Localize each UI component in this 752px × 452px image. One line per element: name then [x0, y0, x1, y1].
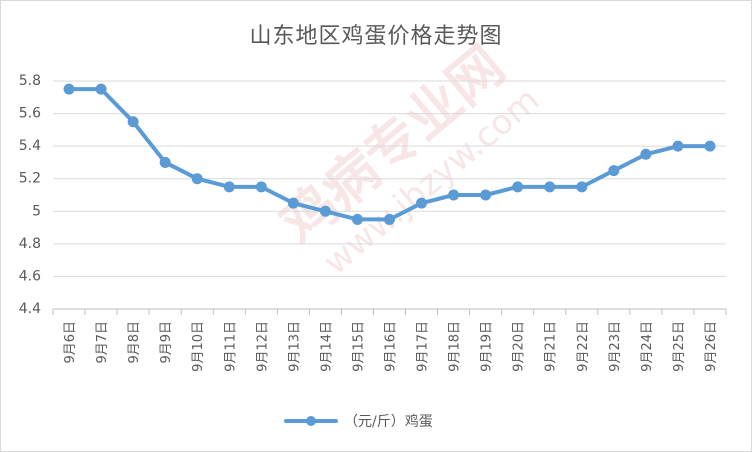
data-point	[255, 181, 267, 193]
y-tick-label: 5.2	[19, 171, 41, 187]
data-point	[287, 197, 299, 209]
data-point	[191, 173, 203, 185]
y-tick-label: 5	[32, 203, 41, 219]
x-tick-label: 9月6日	[63, 321, 78, 364]
x-tick-label: 9月24日	[640, 321, 655, 372]
x-tick-label: 9月8日	[127, 321, 142, 364]
x-tick-label: 9月13日	[287, 321, 302, 372]
legend-label: （元/斤）鸡蛋	[344, 413, 433, 430]
x-tick-label: 9月12日	[255, 321, 270, 372]
x-tick-label: 9月9日	[159, 321, 174, 364]
x-tick-label: 9月15日	[351, 321, 366, 372]
x-tick-label: 9月14日	[319, 321, 334, 372]
data-point	[480, 189, 492, 201]
legend-marker	[306, 416, 316, 426]
x-tick-label: 9月23日	[608, 321, 623, 372]
data-point	[544, 181, 556, 193]
x-tick-label: 9月21日	[544, 321, 559, 372]
y-tick-label: 4.6	[19, 268, 41, 284]
y-tick-label: 5.8	[19, 73, 41, 89]
x-tick-label: 9月20日	[512, 321, 527, 372]
x-tick-label: 9月19日	[480, 321, 495, 372]
data-point	[416, 197, 428, 209]
data-point	[127, 116, 139, 128]
watermark: 鸡病专业网 www.jbzyw.com	[269, 34, 547, 283]
x-tick-label: 9月18日	[448, 321, 463, 372]
data-point	[448, 189, 460, 201]
data-point	[512, 181, 524, 193]
legend: （元/斤）鸡蛋	[284, 413, 433, 430]
gridlines	[53, 80, 726, 277]
y-tick-label: 5.6	[19, 106, 41, 122]
data-point	[95, 83, 107, 95]
x-tick-label: 9月26日	[704, 321, 719, 372]
data-point	[608, 165, 620, 177]
y-tick-label: 4.8	[19, 236, 41, 252]
x-axis-labels: 9月6日 9月7日 9月8日 9月9日 9月10日 9月11日 9月12日 9月13日 9月14…	[63, 321, 719, 372]
x-tick-label: 9月11日	[223, 321, 238, 372]
x-tick-label: 9月10日	[191, 321, 206, 372]
x-axis	[52, 308, 727, 315]
y-tick-label: 4.4	[19, 301, 41, 317]
x-tick-label: 9月17日	[416, 321, 431, 372]
data-point	[704, 140, 716, 152]
data-point	[223, 181, 235, 193]
data-point	[319, 205, 331, 217]
y-axis-labels: 4.4 4.6 4.8 5 5.2 5.4 5.6 5.8	[19, 73, 41, 317]
data-point	[384, 213, 395, 225]
data-point	[672, 140, 684, 152]
y-tick-label: 5.4	[19, 138, 41, 154]
data-point	[576, 181, 588, 193]
data-point	[640, 148, 652, 160]
x-tick-label: 9月16日	[384, 321, 399, 372]
series-egg-price	[63, 83, 716, 225]
data-point	[159, 156, 171, 168]
chart-title: 山东地区鸡蛋价格走势图	[249, 24, 502, 49]
x-tick-label: 9月22日	[576, 321, 591, 372]
x-tick-label: 9月25日	[672, 321, 687, 372]
data-point	[63, 83, 75, 95]
data-point	[351, 213, 363, 225]
x-tick-label: 9月7日	[95, 321, 110, 364]
